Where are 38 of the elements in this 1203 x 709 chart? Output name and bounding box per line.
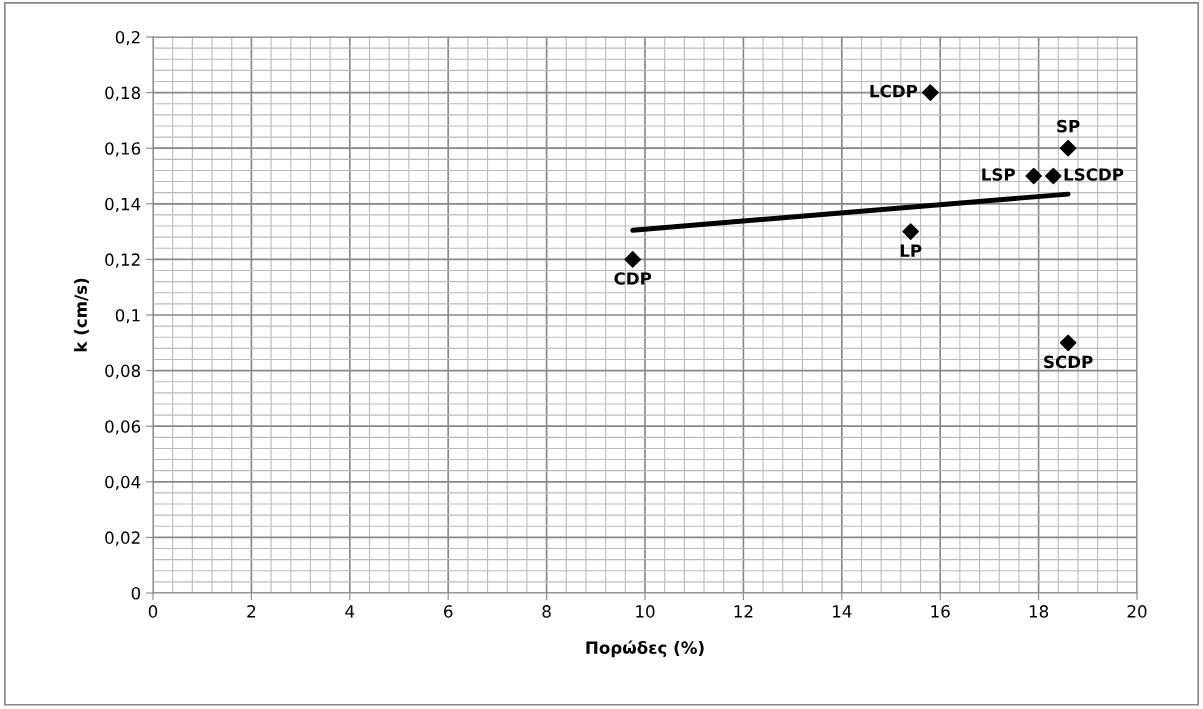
- y-tick-label: 0,2: [115, 30, 140, 46]
- x-tick-label: 10: [636, 605, 655, 618]
- x-tick-label: 6: [444, 605, 453, 618]
- data-label: LSCDP: [1064, 168, 1124, 181]
- x-tick-label: 4: [345, 605, 355, 618]
- y-tick-label: 0,18: [105, 86, 141, 101]
- point: [1045, 167, 1062, 185]
- x-tick-label: 20: [1127, 605, 1147, 618]
- x-tick-label: 2: [247, 605, 256, 618]
- data-label: LP: [900, 244, 922, 257]
- x-axis-title: Πορώδες (%): [586, 640, 704, 658]
- data-label: SP: [1057, 119, 1080, 133]
- point: [902, 223, 919, 240]
- data-label: LSP: [982, 168, 1015, 181]
- y-tick-label: 0: [131, 586, 141, 600]
- y-tick-label: 0,16: [105, 142, 141, 157]
- y-tick-label: 0,04: [105, 475, 141, 491]
- data-label: SCDP: [1044, 355, 1093, 369]
- y-tick-label: 0,1: [115, 308, 140, 324]
- data-label: LCDP: [870, 84, 918, 98]
- point: [1059, 139, 1077, 157]
- x-tick-label: 8: [542, 605, 551, 618]
- y-tick-label: 0,08: [105, 364, 141, 379]
- y-axis-title: k (cm/s): [74, 278, 89, 352]
- point: [624, 251, 642, 268]
- point: [1025, 167, 1042, 185]
- point: [1059, 334, 1077, 352]
- y-tick-label: 0,12: [105, 253, 140, 268]
- x-tick-label: 14: [833, 605, 852, 618]
- x-tick-label: 16: [931, 605, 950, 618]
- x-tick-label: 0: [148, 605, 158, 618]
- y-tick-label: 0,14: [105, 197, 141, 213]
- x-tick-label: 18: [1029, 605, 1049, 618]
- y-tick-label: 0,02: [105, 531, 140, 546]
- y-tick-label: 0,06: [105, 420, 141, 435]
- x-tick-label: 12: [734, 605, 753, 618]
- data-label: CDP: [614, 272, 652, 285]
- point: [922, 84, 939, 101]
